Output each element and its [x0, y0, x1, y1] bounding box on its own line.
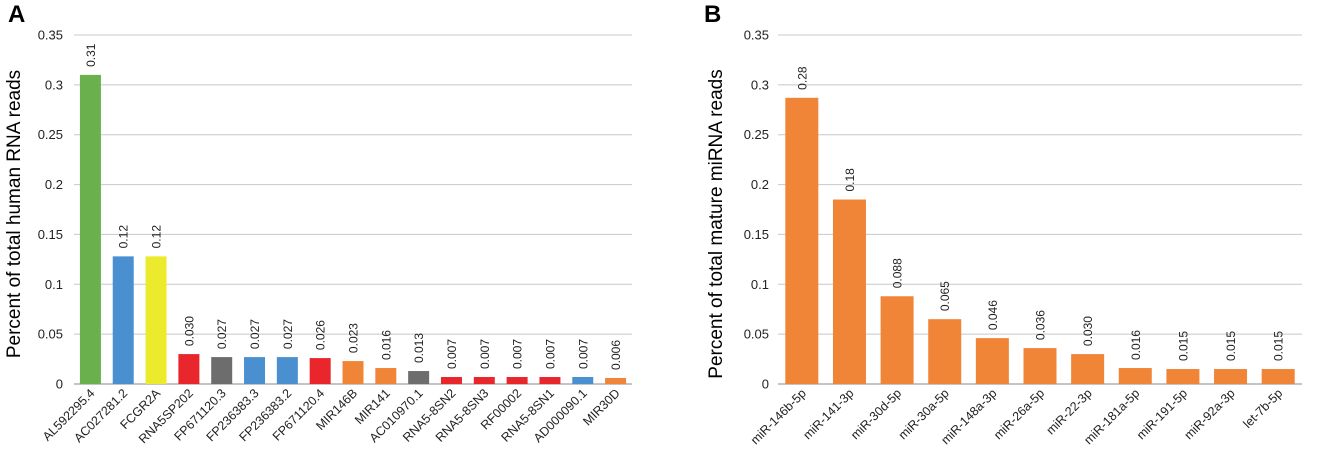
panel-a-data-label: 0.026	[314, 320, 328, 350]
panel-b-data-label: 0.088	[891, 258, 905, 288]
panel-a-x-tick-label: MIR30D	[580, 386, 622, 428]
panel-a-bar	[572, 377, 594, 384]
panel-b-data-label: 0.016	[1129, 330, 1143, 360]
panel-b-bar	[785, 97, 819, 384]
panel-b-x-tick-label: miR-30d-5p	[848, 386, 904, 442]
panel-b-bar	[1261, 369, 1295, 384]
panel-a-bar	[473, 377, 495, 384]
panel-a-bar	[211, 357, 233, 384]
panel-a-data-label: 0.027	[215, 319, 229, 349]
panel-a-bar	[375, 368, 397, 384]
panel-a-bar	[112, 256, 134, 384]
panel-a-y-tick-label: 0.25	[38, 127, 63, 142]
panel-b-x-tick-label: miR-191-5p	[1134, 386, 1190, 442]
panel-a-bar	[408, 371, 430, 384]
panel-a-data-label: 0.12	[117, 225, 131, 249]
panel-b-y-tick-label: 0.2	[751, 177, 769, 192]
panel-a-data-label: 0.007	[543, 339, 557, 369]
panel-b-bar	[1071, 354, 1105, 384]
panel-a-y-tick-label: 0	[56, 377, 63, 392]
panel-a-bar	[539, 377, 561, 384]
panel-a-data-label: 0.007	[478, 339, 492, 369]
panel-b-letter: B	[704, 1, 721, 28]
panel-b-data-label: 0.015	[1176, 331, 1190, 361]
panel-a-data-label: 0.006	[609, 340, 623, 370]
panel-a-letter: A	[8, 1, 25, 28]
panel-a-bar	[244, 357, 266, 384]
panel-b-bar	[975, 338, 1009, 384]
panel-b-bar	[1166, 369, 1200, 384]
panel-b-data-label: 0.015	[1272, 331, 1286, 361]
panel-b-x-tick-label: miR-146b-5p	[748, 386, 809, 447]
panel-a-data-label: 0.027	[248, 319, 262, 349]
panel-b-chart: B Percent of total mature miRNA reads 0 0…	[704, 1, 1302, 447]
panel-b-bar	[1023, 348, 1057, 384]
panel-b-y-tick-label: 0.3	[751, 77, 769, 92]
panel-b-bar	[1118, 368, 1152, 384]
panel-a-bar	[276, 357, 298, 384]
panel-b-bar	[832, 199, 866, 384]
panel-b-x-tick-label: miR-92a-3p	[1182, 386, 1238, 442]
panel-a-data-label: 0.023	[347, 323, 361, 353]
panel-b-data-label: 0.015	[1224, 331, 1238, 361]
panel-b-x-tick-label: miR-22-3p	[1044, 386, 1095, 437]
panel-b-y-tick-label: 0.15	[744, 227, 769, 242]
panel-a-y-tick-label: 0.3	[45, 77, 63, 92]
panel-b-x-tick-label: let-7b-5p	[1241, 386, 1286, 431]
panel-b-y-tick-label: 0	[762, 377, 769, 392]
panel-b-y-tick-label: 0.25	[744, 127, 769, 142]
panel-a-bar	[342, 361, 364, 384]
panel-a-y-tick-label: 0.35	[38, 28, 63, 43]
panel-b-data-label: 0.28	[795, 66, 809, 90]
panel-b-y-tick-label: 0.05	[744, 327, 769, 342]
panel-a-data-label: 0.12	[150, 225, 164, 249]
panel-b-data-label: 0.046	[986, 300, 1000, 330]
panel-b-y-axis-label: Percent of total mature miRNA reads	[706, 69, 727, 378]
panel-a-bar	[506, 377, 528, 384]
panel-a-data-label: 0.013	[412, 333, 426, 363]
panel-a-chart: A Percent of total human RNA reads 0 0.05…	[4, 1, 632, 446]
panel-a-y-tick-label: 0.05	[38, 327, 63, 342]
panel-a-y-axis-label: Percent of total human RNA reads	[4, 70, 25, 358]
panel-a-bar	[79, 74, 101, 384]
panel-a-y-tick-label: 0.15	[38, 227, 63, 242]
panel-b-bar	[1214, 369, 1248, 384]
panel-b-y-tick-label: 0.35	[744, 28, 769, 43]
panel-a-data-label: 0.007	[445, 339, 459, 369]
panel-a-bar	[178, 354, 200, 384]
panel-a-data-label: 0.016	[379, 330, 393, 360]
panel-b-bar	[880, 296, 914, 384]
panel-b-data-label: 0.18	[843, 168, 857, 192]
panel-a-data-label: 0.027	[281, 319, 295, 349]
panel-a-y-tick-label: 0.1	[45, 277, 63, 292]
panel-a-y-tick-label: 0.2	[45, 177, 63, 192]
panel-b-data-label: 0.030	[1081, 316, 1095, 346]
panel-b-x-tick-label: miR-26a-5p	[991, 386, 1047, 442]
panel-b-bar	[928, 319, 962, 384]
panel-a-data-label: 0.007	[576, 339, 590, 369]
panel-a-data-label: 0.31	[84, 43, 98, 67]
panel-a-data-label: 0.007	[511, 339, 525, 369]
panel-a-bar	[440, 377, 462, 384]
panel-b-data-label: 0.065	[938, 281, 952, 311]
panel-a-bar	[145, 256, 167, 384]
panel-a-bar	[309, 358, 331, 384]
panel-b-data-label: 0.036	[1034, 310, 1048, 340]
panel-a-bar	[605, 378, 627, 384]
panel-b-y-tick-label: 0.1	[751, 277, 769, 292]
panel-b-x-tick-label: miR-141-3p	[800, 386, 856, 442]
panel-a-data-label: 0.030	[182, 316, 196, 346]
